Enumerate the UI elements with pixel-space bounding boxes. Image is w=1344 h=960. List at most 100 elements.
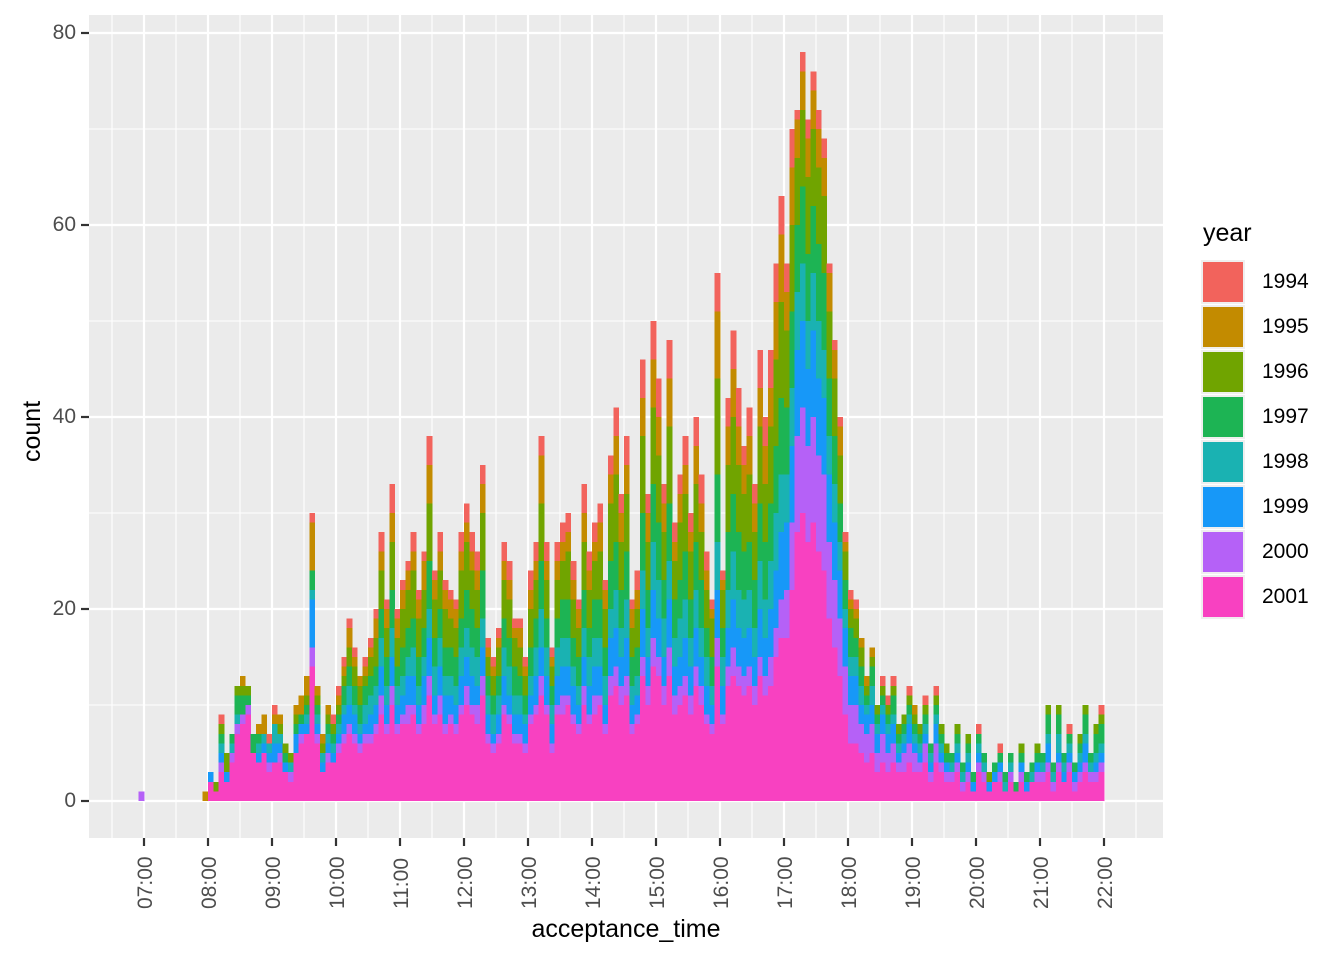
bar-segment-1995 [784,292,790,331]
bar-segment-1999 [309,599,315,648]
bar-segment-2001 [282,772,289,801]
bar-segment-1997 [794,225,801,293]
bar-segment-1995 [538,455,545,504]
bar-segment-1995 [240,676,246,686]
bar-segment-2000 [608,676,614,696]
bar-segment-1998 [832,484,838,523]
bar-segment-1996 [810,129,817,206]
bar-segment-1998 [416,685,422,705]
bar-segment-1996 [421,589,427,629]
bar-segment-1998 [661,618,667,657]
bar-segment-1995 [869,647,875,657]
bar-segment-1994 [554,541,561,561]
bar-segment-1994 [373,609,379,619]
bar-segment-1996 [474,589,481,629]
bar-segment-1995 [325,705,331,715]
bar-segment-1995 [768,388,774,427]
bar-segment-1999 [634,695,641,715]
bar-segment-1998 [597,637,603,667]
bar-segment-1999 [917,753,923,763]
bar-segment-2000 [869,724,875,753]
bar-segment-1996 [853,618,859,638]
bar-segment-1997 [912,724,918,734]
bar-segment-1996 [944,743,950,753]
bar-segment-1994 [736,388,742,427]
bar-segment-1999 [378,666,385,696]
bar-segment-1998 [885,724,891,734]
bar-segment-1996 [602,609,609,648]
bar-segment-1999 [512,714,518,734]
bar-segment-1994 [746,407,753,437]
bar-segment-1994 [800,52,806,72]
bar-segment-2001 [634,724,641,801]
bar-segment-1997 [837,503,843,542]
bar-segment-1997 [432,637,438,667]
bar-segment-1997 [576,657,582,686]
bar-segment-1999 [1061,772,1067,782]
bar-segment-1998 [458,647,465,677]
bar-segment-1994 [906,685,913,696]
bar-segment-1996 [336,705,342,715]
bar-segment-2001 [629,733,635,801]
bar-segment-1994 [890,676,897,686]
bar-segment-1997 [448,647,454,677]
bar-segment-1995 [810,90,817,129]
bar-segment-1995 [549,657,555,667]
bar-segment-2001 [1061,781,1067,801]
bar-segment-1995 [634,589,641,609]
bar-segment-2001 [421,724,427,801]
bar-segment-2001 [208,781,214,801]
bar-segment-1998 [880,705,886,715]
bar-segment-1994 [522,657,529,667]
bar-segment-1996 [666,426,673,504]
bar-segment-1998 [261,733,267,744]
bar-segment-2001 [821,570,827,801]
bar-segment-1999 [448,695,454,715]
bar-segment-1995 [592,541,598,561]
bar-segment-1995 [730,369,737,417]
bar-segment-1999 [954,753,961,763]
bar-segment-2000 [1056,762,1062,773]
bar-segment-1996 [890,685,897,696]
bar-segment-1995 [666,378,673,427]
bar-segment-1997 [954,733,961,744]
bar-segment-1999 [592,666,598,696]
bar-segment-1998 [336,724,342,734]
bar-segment-1998 [533,647,539,677]
bar-segment-1997 [746,541,753,590]
bar-segment-1999 [858,705,865,725]
bar-segment-1997 [1040,753,1046,763]
bar-segment-1997 [848,628,854,657]
bar-segment-1997 [314,705,321,715]
bar-segment-1996 [629,628,635,657]
bar-segment-2000 [138,791,145,801]
bar-segment-1994 [725,397,731,427]
bar-segment-1997 [1050,762,1057,773]
bar-segment-1997 [389,589,395,629]
bar-segment-1997 [944,753,950,763]
bar-segment-2000 [938,762,945,773]
bar-segment-2001 [448,724,454,801]
bar-segment-2000 [960,781,966,792]
bar-segment-1997 [304,705,310,715]
bar-segment-1996 [688,551,694,600]
bar-segment-1995 [629,609,635,629]
bar-segment-1996 [581,541,587,590]
bar-segment-2001 [784,637,790,801]
bar-segment-2001 [864,762,870,801]
bar-segment-1997 [682,551,689,600]
bar-segment-2000 [1018,772,1025,782]
bar-segment-2000 [218,762,225,773]
bar-segment-1997 [229,733,235,744]
bar-segment-1997 [570,637,577,667]
bar-segment-2001 [890,762,897,801]
bar-segment-1998 [1029,772,1035,782]
bar-segment-1999 [880,714,886,734]
bar-segment-1995 [304,676,310,696]
bar-segment-2000 [512,733,518,744]
bar-segment-1997 [378,609,385,638]
bar-segment-1997 [1013,781,1019,792]
bar-segment-1999 [618,657,625,686]
bar-segment-1998 [778,474,785,533]
bar-segment-1999 [864,714,870,734]
